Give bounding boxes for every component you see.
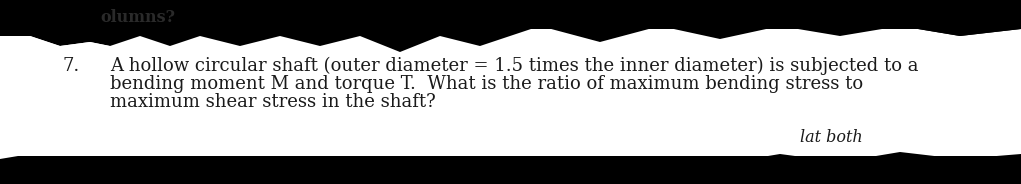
Polygon shape <box>0 0 1021 52</box>
Text: bending moment M and torque T.  What is the ratio of maximum bending stress to: bending moment M and torque T. What is t… <box>110 75 863 93</box>
Polygon shape <box>0 152 1021 184</box>
Polygon shape <box>860 0 1021 36</box>
Polygon shape <box>0 36 110 159</box>
Text: A hollow circular shaft (outer diameter = 1.5 times the inner diameter) is subje: A hollow circular shaft (outer diameter … <box>110 57 919 75</box>
Text: 7.: 7. <box>62 57 80 75</box>
Text: lat both: lat both <box>800 130 863 146</box>
Polygon shape <box>0 29 1021 156</box>
Text: maximum shear stress in the shaft?: maximum shear stress in the shaft? <box>110 93 436 111</box>
Text: olumns?: olumns? <box>100 10 175 26</box>
